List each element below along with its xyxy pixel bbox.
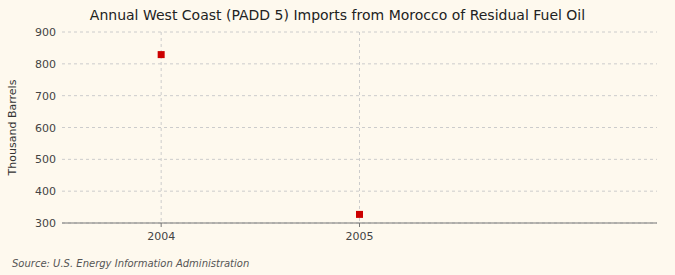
title: Annual West Coast (PADD 5) Imports from …	[90, 7, 585, 23]
x-tick	[359, 223, 360, 227]
y-tick-label: 500	[35, 153, 56, 166]
x-grid-line	[359, 32, 360, 223]
y-tick-label: 800	[35, 58, 56, 71]
x-tick	[161, 223, 162, 227]
y-grid-line	[62, 223, 657, 224]
x-tick-label: 2004	[147, 230, 175, 243]
y-tick-label: 700	[35, 90, 56, 103]
chart-svg: Annual West Coast (PADD 5) Imports from …	[0, 0, 675, 275]
points	[158, 51, 363, 218]
background	[0, 0, 675, 275]
x-grid-line	[161, 32, 162, 223]
point	[356, 211, 363, 218]
y-tick-label: 400	[35, 185, 56, 198]
y-tick-label: 300	[35, 217, 56, 230]
y-axis-label: Thousand Barrels	[6, 79, 19, 176]
chart-container: Annual West Coast (PADD 5) Imports from …	[0, 0, 675, 275]
point	[158, 51, 165, 58]
axes: 300 400 500 600 700 800 900 2004 2005	[35, 26, 657, 243]
y-tick-label: 600	[35, 122, 56, 135]
y-tick-label: 900	[35, 26, 56, 39]
x-tick-label: 2005	[346, 230, 374, 243]
y-grid-line	[62, 95, 657, 96]
x-axis-line	[62, 223, 657, 224]
grid	[62, 32, 657, 223]
y-grid-line	[62, 127, 657, 128]
source-note: Source: U.S. Energy Information Administ…	[12, 258, 249, 269]
